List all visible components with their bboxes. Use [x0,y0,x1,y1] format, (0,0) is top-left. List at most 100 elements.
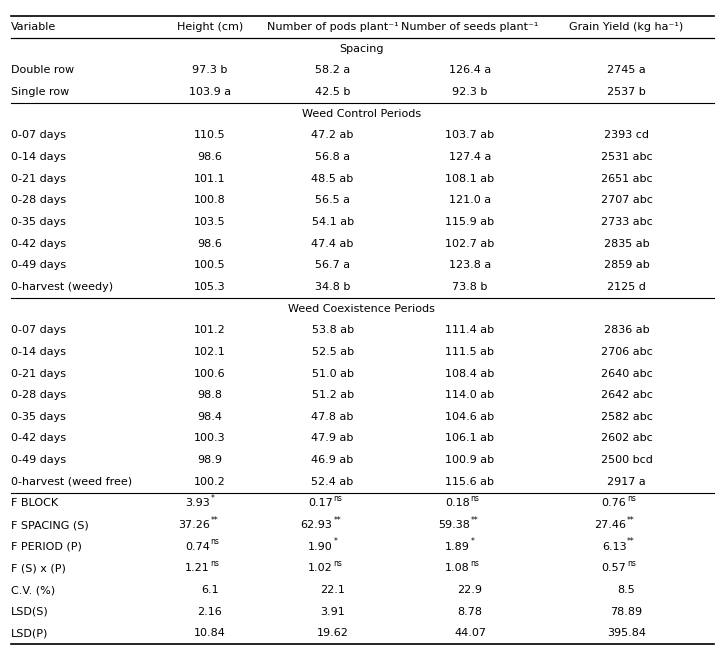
Text: ns: ns [471,494,479,503]
Text: 110.5: 110.5 [194,130,226,140]
Text: Height (cm): Height (cm) [176,22,243,32]
Text: 100.9 ab: 100.9 ab [445,455,495,465]
Text: Number of seeds plant⁻¹: Number of seeds plant⁻¹ [401,22,539,32]
Text: 47.8 ab: 47.8 ab [312,412,354,422]
Text: 2125 d: 2125 d [607,282,646,292]
Text: 51.2 ab: 51.2 ab [312,390,354,400]
Text: 106.1 ab: 106.1 ab [445,434,495,443]
Text: *: * [471,537,474,546]
Text: Double row: Double row [11,65,74,76]
Text: 108.4 ab: 108.4 ab [445,368,495,379]
Text: 104.6 ab: 104.6 ab [445,412,495,422]
Text: **: ** [471,516,479,525]
Text: ns: ns [210,559,219,568]
Text: 103.5: 103.5 [194,217,226,227]
Text: 48.5 ab: 48.5 ab [312,173,354,184]
Text: F PERIOD (P): F PERIOD (P) [11,542,82,552]
Text: 0-07 days: 0-07 days [11,130,66,140]
Text: 115.6 ab: 115.6 ab [445,477,495,487]
Text: 111.5 ab: 111.5 ab [445,347,495,357]
Text: 53.8 ab: 53.8 ab [312,325,354,335]
Text: 0-42 days: 0-42 days [11,434,66,443]
Text: 47.2 ab: 47.2 ab [312,130,354,140]
Text: 2531 abc: 2531 abc [601,152,652,162]
Text: 10.84: 10.84 [194,629,226,638]
Text: Spacing: Spacing [339,44,384,53]
Text: 100.6: 100.6 [194,368,226,379]
Text: 0.17: 0.17 [308,498,333,509]
Text: 2836 ab: 2836 ab [604,325,649,335]
Text: 52.5 ab: 52.5 ab [312,347,354,357]
Text: 2500 bcd: 2500 bcd [601,455,652,465]
Text: 22.1: 22.1 [320,585,345,595]
Text: 1.08: 1.08 [445,563,470,573]
Text: ns: ns [628,494,636,503]
Text: 2859 ab: 2859 ab [604,260,649,271]
Text: 98.8: 98.8 [197,390,222,400]
Text: 2.16: 2.16 [197,607,222,617]
Text: 2835 ab: 2835 ab [604,239,649,248]
Text: LSD(P): LSD(P) [11,629,48,638]
Text: 100.8: 100.8 [194,196,226,205]
Text: **: ** [333,516,341,525]
Text: Grain Yield (kg ha⁻¹): Grain Yield (kg ha⁻¹) [569,22,684,32]
Text: 0-35 days: 0-35 days [11,412,66,422]
Text: 2582 abc: 2582 abc [601,412,652,422]
Text: 2393 cd: 2393 cd [604,130,649,140]
Text: 2706 abc: 2706 abc [601,347,652,357]
Text: 2745 a: 2745 a [607,65,646,76]
Text: 0.18: 0.18 [445,498,470,509]
Text: 0-21 days: 0-21 days [11,173,66,184]
Text: 58.2 a: 58.2 a [315,65,350,76]
Text: 54.1 ab: 54.1 ab [312,217,354,227]
Text: 115.9 ab: 115.9 ab [445,217,495,227]
Text: **: ** [628,537,635,546]
Text: 59.38: 59.38 [438,520,470,530]
Text: ns: ns [471,559,479,568]
Text: 1.89: 1.89 [445,542,470,552]
Text: 102.7 ab: 102.7 ab [445,239,495,248]
Text: Variable: Variable [11,22,56,32]
Text: 0-28 days: 0-28 days [11,196,66,205]
Text: 78.89: 78.89 [610,607,643,617]
Text: 62.93: 62.93 [301,520,333,530]
Text: 27.46: 27.46 [594,520,626,530]
Text: 47.9 ab: 47.9 ab [312,434,354,443]
Text: 34.8 b: 34.8 b [315,282,350,292]
Text: 0-harvest (weedy): 0-harvest (weedy) [11,282,113,292]
Text: 103.9 a: 103.9 a [189,87,231,97]
Text: 3.93: 3.93 [185,498,210,509]
Text: 98.9: 98.9 [197,455,222,465]
Text: 0-49 days: 0-49 days [11,260,66,271]
Text: 395.84: 395.84 [607,629,646,638]
Text: 0-21 days: 0-21 days [11,368,66,379]
Text: **: ** [628,516,635,525]
Text: 0-harvest (weed free): 0-harvest (weed free) [11,477,132,487]
Text: C.V. (%): C.V. (%) [11,585,55,595]
Text: 52.4 ab: 52.4 ab [312,477,354,487]
Text: Weed Coexistence Periods: Weed Coexistence Periods [288,304,435,314]
Text: 0.57: 0.57 [602,563,626,573]
Text: 0-07 days: 0-07 days [11,325,66,335]
Text: 44.07: 44.07 [454,629,486,638]
Text: 1.21: 1.21 [185,563,210,573]
Text: 6.13: 6.13 [602,542,626,552]
Text: 123.8 a: 123.8 a [449,260,491,271]
Text: *: * [333,537,337,546]
Text: 1.90: 1.90 [308,542,333,552]
Text: F BLOCK: F BLOCK [11,498,58,509]
Text: ns: ns [333,494,342,503]
Text: 1.02: 1.02 [308,563,333,573]
Text: 100.3: 100.3 [194,434,226,443]
Text: 22.9: 22.9 [458,585,482,595]
Text: 97.3 b: 97.3 b [192,65,227,76]
Text: 2537 b: 2537 b [607,87,646,97]
Text: 92.3 b: 92.3 b [453,87,487,97]
Text: 103.7 ab: 103.7 ab [445,130,495,140]
Text: 56.5 a: 56.5 a [315,196,350,205]
Text: 2642 abc: 2642 abc [601,390,652,400]
Text: 0-42 days: 0-42 days [11,239,66,248]
Text: 3.91: 3.91 [320,607,345,617]
Text: 8.78: 8.78 [458,607,482,617]
Text: 2707 abc: 2707 abc [601,196,652,205]
